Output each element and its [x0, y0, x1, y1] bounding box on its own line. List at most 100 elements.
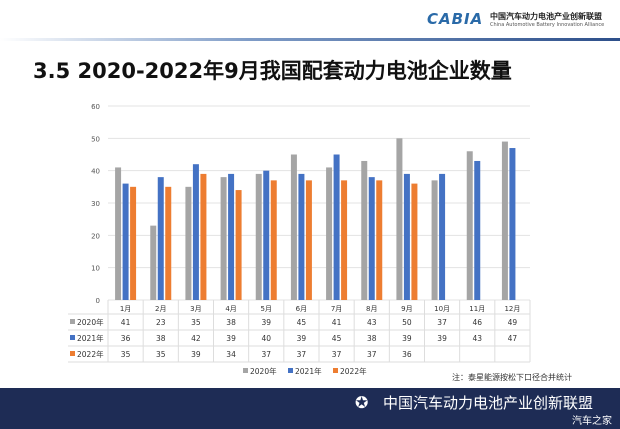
table-cell: 35: [191, 318, 201, 327]
logo-chinese-name: 中国汽车动力电池产业创新联盟: [490, 12, 602, 21]
y-tick-label: 60: [91, 103, 100, 111]
x-tick-label: 2月: [155, 305, 166, 313]
table-cell: 40: [261, 334, 271, 343]
table-cell: 43: [472, 334, 482, 343]
table-cell: 45: [332, 334, 342, 343]
table-cell: 39: [297, 334, 307, 343]
table-cell: 39: [226, 334, 236, 343]
footer-banner: [0, 388, 620, 429]
legend-swatch: [70, 351, 75, 356]
table-cell: 36: [402, 350, 412, 359]
x-tick-label: 9月: [401, 305, 412, 313]
bar-2020年: [361, 160, 368, 300]
bar-2020年: [255, 173, 262, 300]
bar-2020年: [431, 180, 438, 300]
y-tick-label: 0: [96, 297, 100, 305]
footnote: 注：泰星能源按松下口径合并统计: [452, 373, 572, 382]
table-cell: 43: [367, 318, 377, 327]
x-tick-label: 7月: [331, 305, 342, 313]
logo-english-name: China Automotive Battery Innovation Alli…: [490, 22, 605, 28]
bar-2022年: [341, 180, 348, 300]
bar-2021年: [368, 177, 375, 300]
bar-2021年: [474, 160, 481, 300]
table-cell: 39: [261, 318, 271, 327]
bar-2022年: [200, 173, 207, 300]
y-tick-label: 50: [91, 135, 100, 143]
bar-2021年: [298, 173, 305, 300]
table-cell: 38: [226, 318, 236, 327]
bar-2022年: [235, 190, 242, 300]
x-tick-label: 8月: [366, 305, 377, 313]
table-cell: 38: [367, 334, 377, 343]
table-cell: 23: [156, 318, 166, 327]
bar-2022年: [305, 180, 312, 300]
slide-title: 3.5 2020-2022年9月我国配套动力电池企业数量: [33, 59, 512, 83]
header-divider: [0, 38, 620, 41]
x-tick-label: 12月: [504, 305, 520, 313]
table-row-label: 2020年: [77, 317, 104, 327]
bar-2021年: [509, 148, 516, 300]
table-row-label: 2021年: [77, 333, 104, 343]
table-row-label: 2022年: [77, 349, 104, 359]
bar-2020年: [466, 151, 473, 300]
table-cell: 50: [402, 318, 412, 327]
bar-2021年: [192, 164, 199, 300]
legend-swatch: [333, 368, 338, 373]
bar-2020年: [150, 225, 157, 300]
table-cell: 41: [332, 318, 342, 327]
legend-swatch: [243, 368, 248, 373]
bar-2021年: [403, 173, 410, 300]
x-tick-label: 10月: [434, 305, 450, 313]
x-tick-label: 3月: [190, 305, 201, 313]
table-cell: 37: [332, 350, 342, 359]
bar-2020年: [501, 141, 508, 300]
bar-2021年: [228, 173, 235, 300]
bar-2020年: [290, 154, 297, 300]
table-cell: 35: [156, 350, 166, 359]
bar-2020年: [115, 167, 122, 300]
table-cell: 37: [297, 350, 307, 359]
table-cell: 42: [191, 334, 201, 343]
table-cell: 39: [191, 350, 201, 359]
bar-2021年: [333, 154, 340, 300]
legend-swatch: [70, 335, 75, 340]
x-tick-label: 11月: [469, 305, 485, 313]
bar-2022年: [411, 183, 418, 300]
legend-label: 2021年: [295, 366, 322, 376]
banner-text: 中国汽车动力电池产业创新联盟: [383, 394, 594, 412]
bar-2021年: [439, 173, 446, 300]
table-cell: 37: [261, 350, 271, 359]
legend-swatch: [70, 319, 75, 324]
bar-2021年: [263, 170, 270, 300]
bar-2022年: [165, 186, 172, 300]
x-tick-label: 4月: [225, 305, 236, 313]
y-tick-label: 20: [91, 232, 100, 240]
bar-2020年: [185, 186, 192, 300]
bar-2020年: [326, 167, 333, 300]
watermark: 汽车之家: [572, 416, 612, 427]
bar-2021年: [122, 183, 129, 300]
legend-label: 2020年: [250, 366, 277, 376]
table-cell: 34: [226, 350, 236, 359]
bar-2022年: [270, 180, 277, 300]
table-cell: 46: [472, 318, 482, 327]
table-cell: 49: [508, 318, 518, 327]
table-cell: 37: [367, 350, 377, 359]
bar-2022年: [130, 186, 137, 300]
cabia-logo: CABIA: [427, 10, 484, 28]
table-cell: 36: [121, 334, 131, 343]
wechat-icon: ✪: [355, 393, 369, 412]
table-cell: 45: [297, 318, 307, 327]
table-cell: 35: [121, 350, 131, 359]
x-tick-label: 1月: [120, 305, 131, 313]
y-tick-label: 30: [91, 200, 100, 208]
table-cell: 47: [508, 334, 518, 343]
table-cell: 37: [437, 318, 447, 327]
x-tick-label: 6月: [296, 305, 307, 313]
bar-2021年: [157, 177, 164, 300]
bar-2020年: [396, 138, 403, 300]
legend-swatch: [288, 368, 293, 373]
y-tick-label: 10: [91, 265, 100, 273]
legend-label: 2022年: [340, 366, 367, 376]
